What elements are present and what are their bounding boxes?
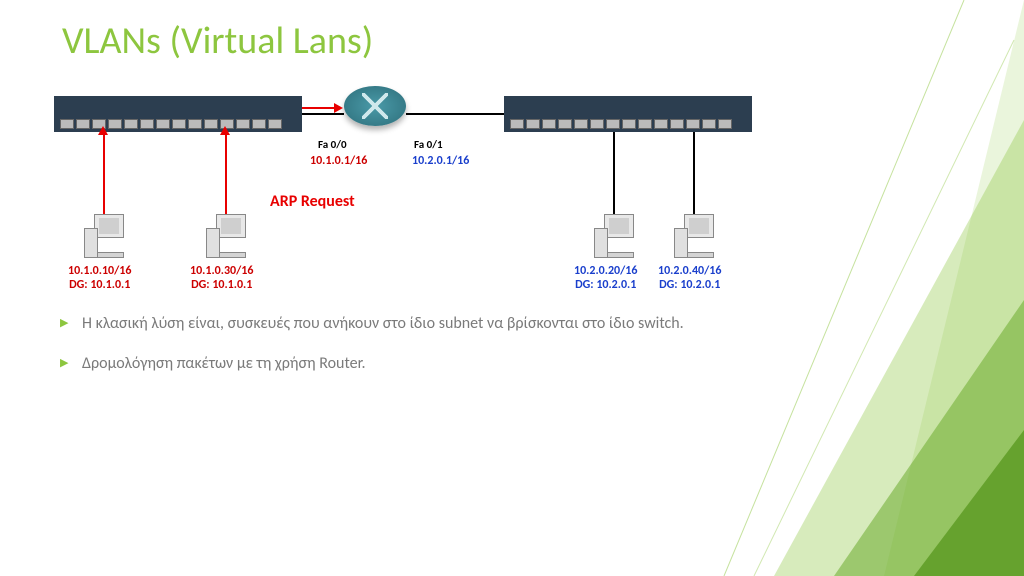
pc3-icon (594, 214, 638, 258)
bullet-2: Δρομολόγηση πακέτων με τη χρήση Router. (60, 352, 830, 376)
arp-request-label: ARP Request (270, 192, 355, 211)
pc4-label: 10.2.0.40/16DG: 10.2.0.1 (658, 264, 721, 292)
pc2-label: 10.1.0.30/16DG: 10.1.0.1 (190, 264, 253, 292)
pc1-label: 10.1.0.10/16DG: 10.1.0.1 (68, 264, 131, 292)
bullet-list: Η κλασική λύση είναι, συσκευές που ανήκο… (60, 312, 830, 392)
network-diagram: Fa 0/0 Fa 0/1 10.1.0.1/16 10.2.0.1/16 AR… (54, 96, 754, 306)
slide-title: VLANs (Virtual Lans) (62, 18, 373, 64)
pc3-label: 10.2.0.20/16DG: 10.2.0.1 (574, 264, 637, 292)
router-if-left: Fa 0/0 (318, 138, 347, 151)
router-ip-left: 10.1.0.1/16 (310, 154, 367, 168)
pc4-icon (674, 214, 718, 258)
switch-left (54, 96, 302, 132)
router-icon (344, 86, 406, 126)
switch-right (504, 96, 752, 132)
pc2-icon (206, 214, 250, 258)
bullet-1: Η κλασική λύση είναι, συσκευές που ανήκο… (60, 312, 830, 336)
pc1-icon (84, 214, 128, 258)
router-if-right: Fa 0/1 (414, 138, 443, 151)
router-ip-right: 10.2.0.1/16 (412, 154, 469, 168)
